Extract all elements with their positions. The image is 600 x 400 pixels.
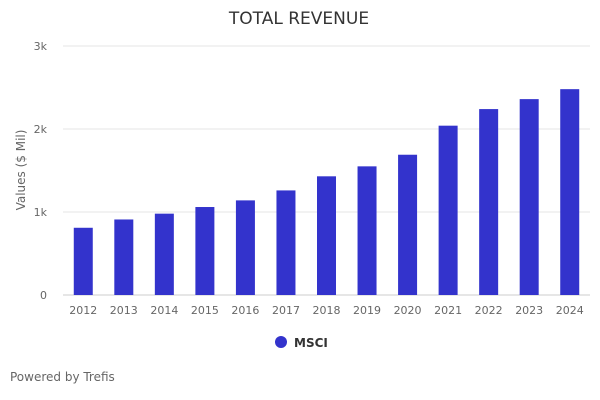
x-tick-label: 2020 — [394, 304, 422, 317]
x-tick-label: 2017 — [272, 304, 300, 317]
x-tick-label: 2019 — [353, 304, 381, 317]
x-tick-label: 2015 — [191, 304, 219, 317]
x-tick-label: 2016 — [231, 304, 259, 317]
legend-label-msci[interactable]: MSCI — [294, 336, 328, 350]
bar-2015[interactable] — [195, 207, 215, 295]
x-tick-label: 2018 — [313, 304, 341, 317]
y-tick-label: 0 — [40, 289, 47, 302]
bar-2019[interactable] — [357, 166, 377, 295]
chart-title: TOTAL REVENUE — [228, 9, 369, 29]
bar-2023[interactable] — [519, 99, 539, 296]
bar-2016[interactable] — [235, 200, 255, 295]
x-tick-label: 2022 — [475, 304, 503, 317]
bar-2018[interactable] — [317, 176, 336, 295]
bar-2012[interactable] — [73, 227, 93, 295]
x-tick-label: 2014 — [150, 304, 178, 317]
bar-2017[interactable] — [276, 190, 296, 295]
legend-marker-msci[interactable] — [275, 336, 287, 348]
y-axis-label: Values ($ Mil) — [14, 130, 28, 211]
bar-2022[interactable] — [479, 109, 499, 295]
y-tick-label: 3k — [34, 40, 48, 53]
x-tick-labels: 2012 2013 2014 2015 2016 2017 2018 2019 2020 2021… — [69, 304, 583, 317]
bar-2013[interactable] — [114, 219, 134, 295]
x-tick-label: 2013 — [110, 304, 138, 317]
y-tick-label: 1k — [34, 206, 48, 219]
bars — [73, 89, 580, 296]
legend[interactable]: MSCI — [275, 336, 328, 350]
bar-2021[interactable] — [438, 125, 458, 296]
y-tick-labels: 0 1k 2k 3k — [34, 40, 48, 302]
bar-2020[interactable] — [398, 154, 418, 295]
y-tick-label: 2k — [34, 123, 48, 136]
credit-text[interactable]: Powered by Trefis — [10, 370, 115, 384]
x-tick-label: 2021 — [434, 304, 462, 317]
bar-2014[interactable] — [154, 213, 174, 295]
x-tick-label: 2012 — [69, 304, 97, 317]
bar-2024[interactable] — [560, 89, 580, 295]
x-tick-label: 2024 — [556, 304, 584, 317]
x-tick-label: 2023 — [515, 304, 543, 317]
